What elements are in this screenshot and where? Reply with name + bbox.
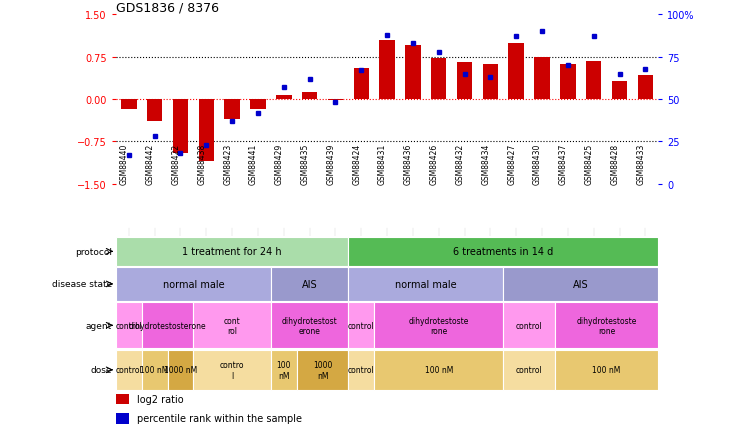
Text: cont
rol: cont rol bbox=[224, 316, 241, 335]
Text: percentile rank within the sample: percentile rank within the sample bbox=[137, 414, 301, 423]
Text: GSM88435: GSM88435 bbox=[301, 143, 310, 184]
Text: control: control bbox=[115, 365, 142, 375]
Text: GSM88442: GSM88442 bbox=[146, 143, 155, 184]
Bar bbox=[142, 350, 168, 390]
Text: GSM88434: GSM88434 bbox=[482, 143, 491, 184]
Bar bbox=[431, 59, 447, 100]
Text: GSM88430: GSM88430 bbox=[533, 143, 542, 184]
Text: contro
l: contro l bbox=[220, 360, 245, 380]
Bar bbox=[503, 302, 555, 349]
Text: AIS: AIS bbox=[573, 279, 589, 289]
Bar bbox=[142, 302, 194, 349]
Bar bbox=[116, 268, 271, 301]
Text: GDS1836 / 8376: GDS1836 / 8376 bbox=[116, 1, 219, 14]
Bar bbox=[194, 350, 271, 390]
Text: AIS: AIS bbox=[301, 279, 317, 289]
Bar bbox=[276, 96, 292, 100]
Text: control: control bbox=[115, 321, 142, 330]
Text: 100 nM: 100 nM bbox=[141, 365, 169, 375]
Bar bbox=[555, 350, 658, 390]
Text: dihydrotestoste
rone: dihydrotestoste rone bbox=[408, 316, 469, 335]
Bar bbox=[349, 268, 503, 301]
Text: GSM88441: GSM88441 bbox=[249, 143, 258, 184]
Text: GSM88438: GSM88438 bbox=[197, 143, 206, 184]
Bar bbox=[637, 76, 653, 100]
Text: GSM88423: GSM88423 bbox=[223, 143, 232, 184]
Text: control: control bbox=[515, 321, 542, 330]
Text: 100 nM: 100 nM bbox=[425, 365, 453, 375]
Bar bbox=[349, 237, 658, 266]
Bar bbox=[271, 268, 349, 301]
Text: GSM88429: GSM88429 bbox=[275, 143, 283, 184]
Text: GSM88432: GSM88432 bbox=[456, 143, 465, 184]
Bar bbox=[147, 100, 162, 121]
Text: 1000 nM: 1000 nM bbox=[164, 365, 197, 375]
Text: disease state: disease state bbox=[52, 280, 112, 289]
Text: 1 treatment for 24 h: 1 treatment for 24 h bbox=[183, 247, 282, 256]
Text: log2 ratio: log2 ratio bbox=[137, 395, 183, 404]
Text: agent: agent bbox=[86, 321, 112, 330]
Bar bbox=[173, 100, 188, 153]
Bar bbox=[349, 350, 374, 390]
Bar bbox=[503, 350, 555, 390]
Bar bbox=[503, 268, 658, 301]
Bar bbox=[560, 65, 576, 100]
Bar bbox=[509, 43, 524, 100]
Bar bbox=[586, 62, 601, 100]
Bar bbox=[374, 350, 503, 390]
Text: 1000
nM: 1000 nM bbox=[313, 360, 332, 380]
Bar bbox=[116, 350, 142, 390]
Text: GSM88440: GSM88440 bbox=[120, 143, 129, 184]
Bar bbox=[349, 302, 374, 349]
Text: 100
nM: 100 nM bbox=[277, 360, 291, 380]
Bar bbox=[612, 82, 628, 100]
Text: GSM88424: GSM88424 bbox=[352, 143, 361, 184]
Text: GSM88436: GSM88436 bbox=[404, 143, 413, 184]
Bar bbox=[328, 100, 343, 101]
Text: GSM88426: GSM88426 bbox=[430, 143, 439, 184]
Bar bbox=[354, 69, 369, 100]
Text: GSM88431: GSM88431 bbox=[378, 143, 387, 184]
Bar bbox=[198, 100, 214, 162]
Bar bbox=[297, 350, 349, 390]
Text: GSM88433: GSM88433 bbox=[637, 143, 646, 184]
Bar bbox=[482, 65, 498, 100]
Text: GSM88425: GSM88425 bbox=[585, 143, 594, 184]
Bar bbox=[379, 41, 395, 100]
Text: dihydrotestost
erone: dihydrotestost erone bbox=[282, 316, 337, 335]
Bar bbox=[224, 100, 240, 120]
Bar bbox=[271, 350, 297, 390]
Bar bbox=[405, 46, 420, 100]
Text: dose: dose bbox=[91, 365, 112, 375]
Bar bbox=[121, 100, 137, 110]
Bar bbox=[251, 100, 266, 110]
Text: control: control bbox=[515, 365, 542, 375]
Text: normal male: normal male bbox=[162, 279, 224, 289]
Text: control: control bbox=[348, 321, 375, 330]
Bar bbox=[116, 394, 129, 404]
Text: GSM88427: GSM88427 bbox=[507, 143, 516, 184]
Text: dihydrotestosterone: dihydrotestosterone bbox=[129, 321, 206, 330]
Text: protocol: protocol bbox=[76, 247, 112, 256]
Bar bbox=[555, 302, 658, 349]
Text: GSM88428: GSM88428 bbox=[610, 143, 619, 184]
Bar bbox=[116, 413, 129, 424]
Bar bbox=[271, 302, 349, 349]
Text: control: control bbox=[348, 365, 375, 375]
Bar bbox=[194, 302, 271, 349]
Bar bbox=[457, 63, 472, 100]
Text: GSM88437: GSM88437 bbox=[559, 143, 568, 184]
Text: 100 nM: 100 nM bbox=[592, 365, 621, 375]
Text: GSM88439: GSM88439 bbox=[326, 143, 335, 184]
Text: normal male: normal male bbox=[395, 279, 456, 289]
Text: dihydrotestoste
rone: dihydrotestoste rone bbox=[577, 316, 637, 335]
Bar bbox=[374, 302, 503, 349]
Bar bbox=[116, 302, 142, 349]
Text: GSM88422: GSM88422 bbox=[171, 143, 180, 184]
Bar bbox=[302, 93, 317, 100]
Text: 6 treatments in 14 d: 6 treatments in 14 d bbox=[453, 247, 554, 256]
Bar bbox=[116, 237, 349, 266]
Bar bbox=[534, 57, 550, 100]
Bar bbox=[168, 350, 194, 390]
